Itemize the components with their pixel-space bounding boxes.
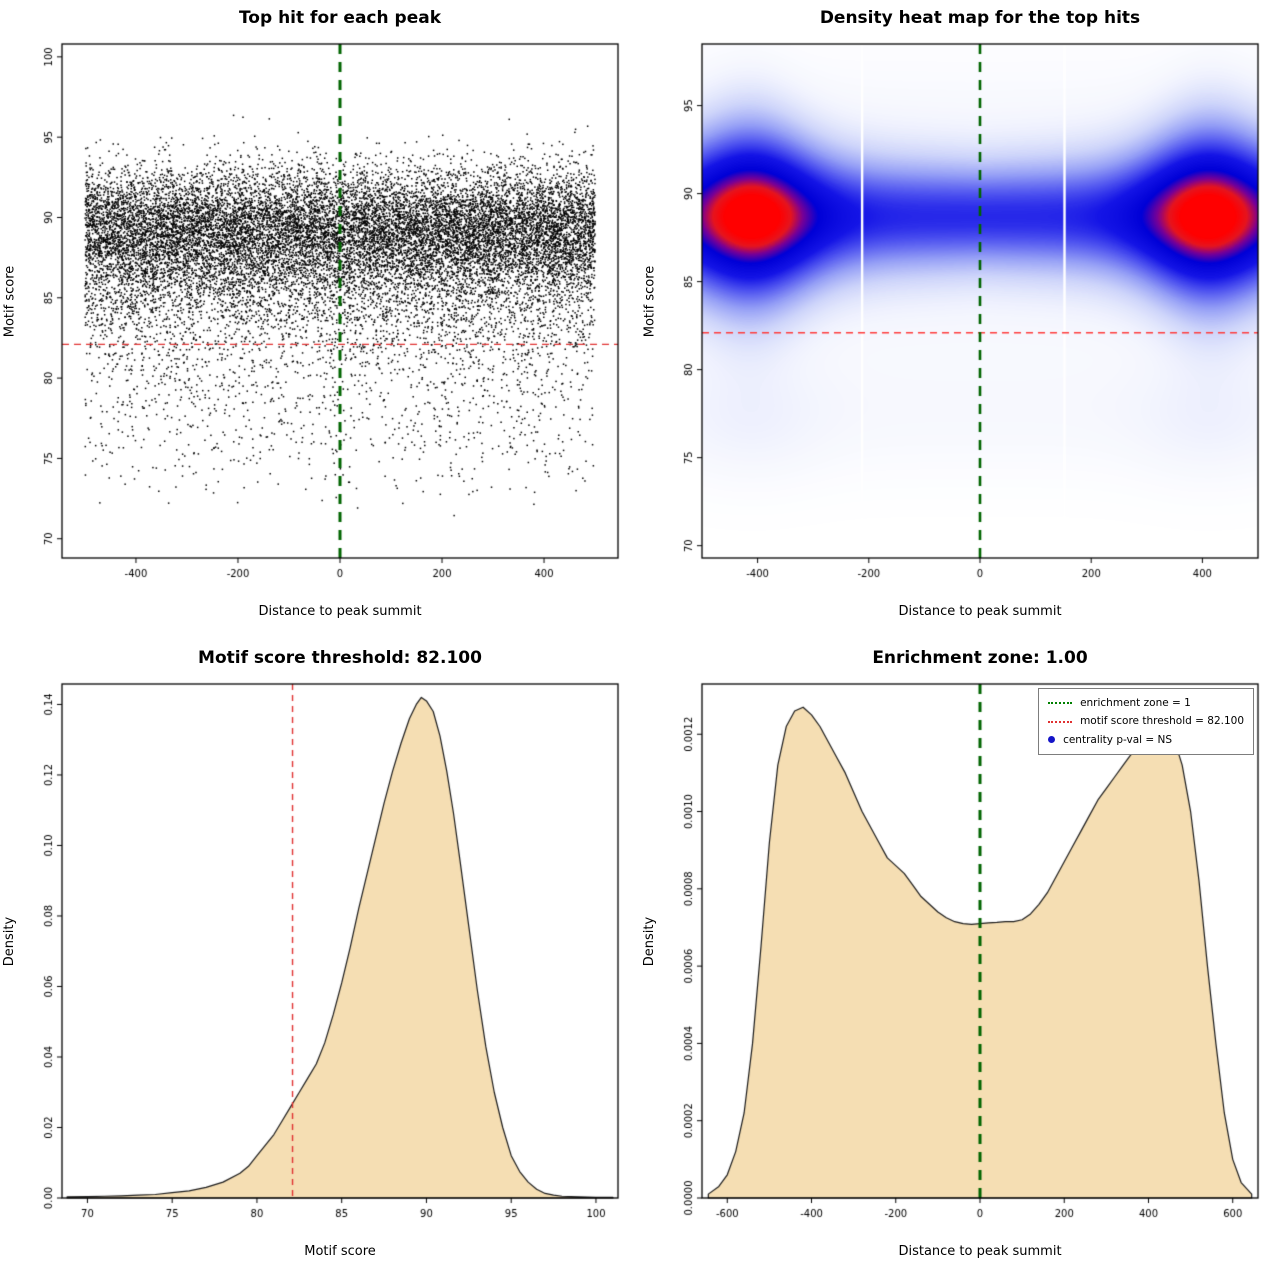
centrality-dot-icon bbox=[1048, 736, 1056, 744]
panel-enrichment-zone-density: Enrichment zone: 1.00 Density Distance t… bbox=[640, 640, 1280, 1280]
chart-title: Motif score threshold: 82.100 bbox=[198, 648, 482, 668]
legend-row-centrality: centrality p-val = NS bbox=[1048, 731, 1244, 749]
y-axis-label: Density bbox=[2, 916, 18, 966]
panel-top-hit-scatter: Top hit for each peak Motif score Distan… bbox=[0, 0, 640, 640]
panel-density-heatmap: Density heat map for the top hits Motif … bbox=[640, 0, 1280, 640]
y-axis-label-wrap: Density bbox=[640, 684, 660, 1198]
y-axis-label: Motif score bbox=[642, 265, 658, 337]
chart-title: Density heat map for the top hits bbox=[819, 8, 1141, 28]
distance-density-canvas bbox=[640, 674, 1280, 1244]
y-axis-label-wrap: Density bbox=[0, 684, 20, 1198]
legend-label: motif score threshold = 82.100 bbox=[1080, 715, 1244, 728]
heatmap-canvas bbox=[640, 34, 1280, 604]
x-axis-label: Motif score bbox=[304, 1244, 376, 1259]
legend-row-motif-threshold: motif score threshold = 82.100 bbox=[1048, 712, 1244, 730]
chart-title: Top hit for each peak bbox=[238, 8, 442, 28]
motif-threshold-line-icon bbox=[1048, 720, 1073, 723]
legend-label: centrality p-val = NS bbox=[1063, 733, 1173, 746]
legend: enrichment zone = 1 motif score threshol… bbox=[1038, 688, 1254, 756]
y-axis-label: Density bbox=[642, 916, 658, 966]
scatter-plot-canvas bbox=[0, 34, 640, 604]
legend-row-enrichment-zone: enrichment zone = 1 bbox=[1048, 694, 1244, 712]
y-axis-label-wrap: Motif score bbox=[0, 44, 20, 558]
panel-motif-score-density: Motif score threshold: 82.100 Density Mo… bbox=[0, 640, 640, 1280]
y-axis-label-wrap: Motif score bbox=[640, 44, 660, 558]
motif-density-canvas bbox=[0, 674, 640, 1244]
x-axis-label: Distance to peak summit bbox=[898, 604, 1062, 619]
x-axis-label: Distance to peak summit bbox=[898, 1244, 1062, 1259]
chart-title: Enrichment zone: 1.00 bbox=[872, 648, 1088, 668]
enrichment-zone-line-icon bbox=[1048, 702, 1073, 705]
legend-label: enrichment zone = 1 bbox=[1080, 697, 1191, 709]
x-axis-label: Distance to peak summit bbox=[258, 604, 422, 619]
y-axis-label: Motif score bbox=[2, 265, 18, 337]
